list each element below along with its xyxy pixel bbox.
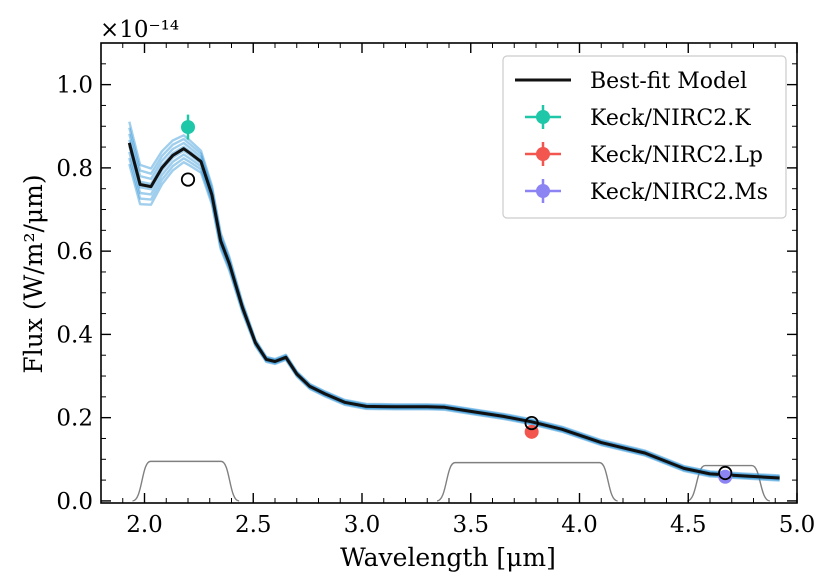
x-tick-label: 2.0 bbox=[126, 512, 163, 538]
model-photometry-keck-nirc2-ms bbox=[718, 465, 733, 481]
model-sample-line-1 bbox=[128, 160, 780, 482]
y-tick-label: 0.2 bbox=[56, 406, 93, 432]
legend-label: Keck/NIRC2.Lp bbox=[590, 143, 763, 168]
axis-labels: ×10⁻¹⁴ Wavelength [μm] Flux (W/m²/μm) bbox=[19, 17, 556, 572]
x-axis-label: Wavelength [μm] bbox=[340, 543, 556, 572]
x-tick-label: 3.0 bbox=[344, 512, 381, 538]
x-tick-label: 3.5 bbox=[452, 512, 489, 538]
y-tick-label: 1.0 bbox=[56, 73, 93, 99]
y-tick-label: 0.0 bbox=[56, 489, 93, 515]
data-point-keck-nirc2-ms bbox=[718, 469, 733, 484]
legend-swatch-keck-nirc2-k bbox=[536, 110, 550, 124]
best-fit-model bbox=[127, 142, 780, 480]
legend: Best-fit Model Keck/NIRC2.K Keck/NIRC2.Lp K… bbox=[502, 55, 787, 219]
x-tick-label: 2.5 bbox=[235, 512, 272, 538]
legend-swatch-keck-nirc2-lp bbox=[536, 147, 550, 161]
photometry-keck-nirc2-lp bbox=[524, 415, 539, 439]
model-photometry-keck-nirc2-k bbox=[180, 172, 196, 187]
y-tick-label: 0.8 bbox=[56, 156, 93, 182]
offset-text: ×10⁻¹⁴ bbox=[100, 17, 179, 43]
legend-swatch-keck-nirc2-ms bbox=[536, 184, 550, 198]
y-tick-label: 0.6 bbox=[56, 239, 93, 265]
filter-curve-keck-nirc2-lp bbox=[436, 461, 618, 502]
filter-curve-keck-nirc2-ms bbox=[686, 464, 771, 502]
filter-curve-keck-nirc2-k bbox=[132, 460, 240, 502]
x-tick-label: 5.0 bbox=[779, 512, 816, 538]
legend-label: Keck/NIRC2.K bbox=[590, 106, 751, 131]
best-fit-model-line bbox=[127, 142, 780, 480]
legend-label: Keck/NIRC2.Ms bbox=[590, 180, 768, 205]
legend-box bbox=[502, 55, 787, 219]
legend-label: Best-fit Model bbox=[590, 69, 747, 94]
model-photometry-keck-nirc2-lp bbox=[524, 415, 539, 431]
x-tick-label: 4.0 bbox=[561, 512, 598, 538]
photometry-keck-nirc2-k bbox=[180, 114, 196, 187]
axes: 2.0 2.5 3.0 3.5 4.0 4.5 5.0 0.0 0.2 0.4 0.6 0.8 1.0 bbox=[56, 42, 816, 538]
data-point-keck-nirc2-k bbox=[181, 120, 195, 135]
y-tick-label: 0.4 bbox=[56, 322, 93, 348]
filter-curves bbox=[132, 460, 771, 502]
photometry-keck-nirc2-ms bbox=[718, 465, 733, 484]
y-axis-label: Flux (W/m²/μm) bbox=[19, 174, 48, 373]
x-tick-label: 4.5 bbox=[670, 512, 707, 538]
photometry-points bbox=[180, 114, 733, 484]
